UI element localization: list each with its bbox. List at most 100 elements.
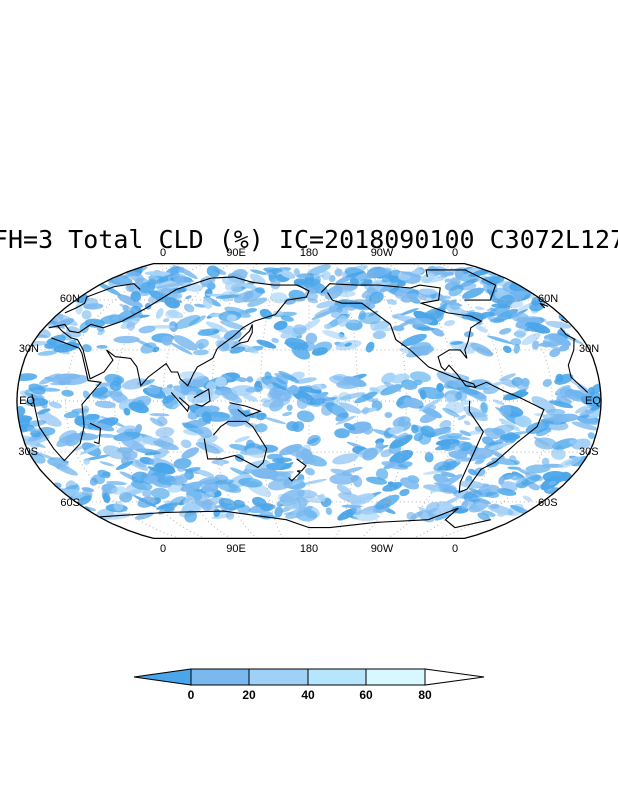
cloud-patch bbox=[180, 439, 192, 449]
cloud-patch bbox=[354, 391, 378, 404]
cloud-patch bbox=[388, 426, 405, 435]
cloud-patch bbox=[132, 494, 157, 508]
cloud-patch bbox=[161, 335, 173, 346]
cloud-patch bbox=[411, 269, 424, 275]
cloud-patch bbox=[280, 315, 294, 322]
cloud-patch bbox=[369, 387, 380, 392]
cloud-patch bbox=[246, 376, 254, 383]
cloud-patch bbox=[272, 457, 292, 463]
cloud-patch bbox=[409, 371, 432, 383]
cloud-patch bbox=[510, 338, 522, 346]
cloud-patch bbox=[274, 506, 283, 518]
cloud-patch bbox=[322, 330, 348, 340]
cloud-patch bbox=[418, 433, 432, 445]
cloud-patch bbox=[29, 450, 39, 457]
cloud-patch bbox=[153, 447, 169, 459]
cloud-patch bbox=[489, 503, 500, 510]
cloud-patch bbox=[226, 414, 251, 427]
cloud-patch bbox=[205, 441, 225, 452]
top-lon-label: 0 bbox=[452, 247, 458, 259]
cloud-patch bbox=[77, 495, 92, 506]
cloud-patch bbox=[205, 321, 229, 333]
cloud-patch bbox=[149, 413, 170, 417]
left-lat-label: 60S bbox=[60, 497, 80, 509]
cloud-patch bbox=[451, 436, 460, 441]
cloud-patch bbox=[237, 504, 251, 515]
cloud-patch bbox=[454, 267, 464, 279]
cloud-patch bbox=[284, 337, 309, 351]
cloud-patch bbox=[171, 400, 185, 409]
cloud-patch bbox=[201, 278, 216, 288]
cloud-patch bbox=[541, 457, 550, 466]
cloud-patch bbox=[240, 282, 257, 290]
cloud-patch bbox=[83, 303, 104, 310]
cloud-patch bbox=[156, 436, 174, 448]
cloud-patch bbox=[262, 397, 290, 408]
cloud-patch bbox=[431, 327, 444, 337]
cloud-patch bbox=[106, 480, 127, 486]
cloud-patch bbox=[571, 421, 599, 431]
cloud-patch bbox=[246, 447, 265, 459]
cloud-patch bbox=[96, 345, 108, 349]
cloud-patch bbox=[294, 377, 317, 384]
cloud-patch bbox=[249, 273, 266, 285]
cloud-patch bbox=[194, 303, 207, 308]
cloud-patch bbox=[128, 401, 149, 414]
cloud-patch bbox=[439, 295, 452, 300]
top-lon-label: 0 bbox=[160, 247, 166, 259]
coastline bbox=[48, 276, 310, 387]
colorbar-label: 80 bbox=[418, 688, 432, 702]
cloud-patch bbox=[365, 341, 375, 353]
cloud-patch bbox=[387, 299, 397, 305]
cloud-patch bbox=[311, 309, 335, 320]
cloud-patch bbox=[86, 507, 96, 512]
cloud-patch bbox=[195, 442, 221, 454]
cloud-patch bbox=[293, 268, 301, 277]
cloud-patch bbox=[47, 338, 57, 346]
cloud-patch bbox=[270, 292, 288, 304]
cloud-patch bbox=[441, 496, 460, 507]
cloud-patch bbox=[400, 333, 427, 347]
cloud-patch bbox=[254, 423, 268, 433]
longitude-line bbox=[334, 263, 359, 539]
cloud-patch bbox=[196, 469, 215, 478]
world-map bbox=[16, 262, 602, 540]
cloud-patch bbox=[411, 424, 419, 434]
left-lat-label: 30N bbox=[19, 343, 39, 355]
cloud-patch bbox=[238, 410, 255, 418]
cloud-patch bbox=[102, 445, 127, 460]
cloud-patch bbox=[72, 443, 90, 452]
cloud-patch bbox=[520, 474, 542, 486]
coastline bbox=[320, 283, 483, 389]
cloud-patch bbox=[197, 328, 220, 336]
cloud-patch bbox=[381, 372, 396, 384]
colorbar-box bbox=[365, 668, 426, 686]
colorbar-right-triangle bbox=[424, 668, 485, 686]
cloud-patch bbox=[400, 477, 420, 490]
cloud-patch bbox=[123, 407, 131, 416]
cloud-patch bbox=[130, 291, 142, 302]
cloud-patch bbox=[362, 424, 374, 435]
cloud-patch bbox=[489, 318, 505, 323]
cloud-patch bbox=[456, 490, 466, 496]
cloud-patch bbox=[449, 443, 463, 451]
coastline bbox=[193, 388, 211, 407]
cloud-patch bbox=[267, 478, 293, 491]
cloud-patch bbox=[372, 330, 386, 340]
cloud-patch bbox=[91, 474, 106, 485]
cloud-patch bbox=[371, 327, 395, 332]
cloud-patch bbox=[103, 512, 131, 520]
cloud-patch bbox=[499, 405, 512, 417]
cloud-patch bbox=[343, 376, 367, 387]
cloud-patch bbox=[26, 426, 38, 434]
right-lat-label: 60N bbox=[538, 293, 558, 305]
cloud-patch bbox=[38, 412, 62, 427]
cloud-patch bbox=[197, 426, 213, 439]
bottom-lon-label: 180 bbox=[300, 543, 318, 555]
cloud-patch bbox=[531, 340, 540, 350]
cloud-patch bbox=[16, 424, 35, 433]
top-lon-label: 180 bbox=[300, 247, 318, 259]
cloud-patch bbox=[130, 480, 153, 491]
cloud-patch bbox=[263, 417, 287, 425]
cloud-patch bbox=[256, 412, 267, 421]
